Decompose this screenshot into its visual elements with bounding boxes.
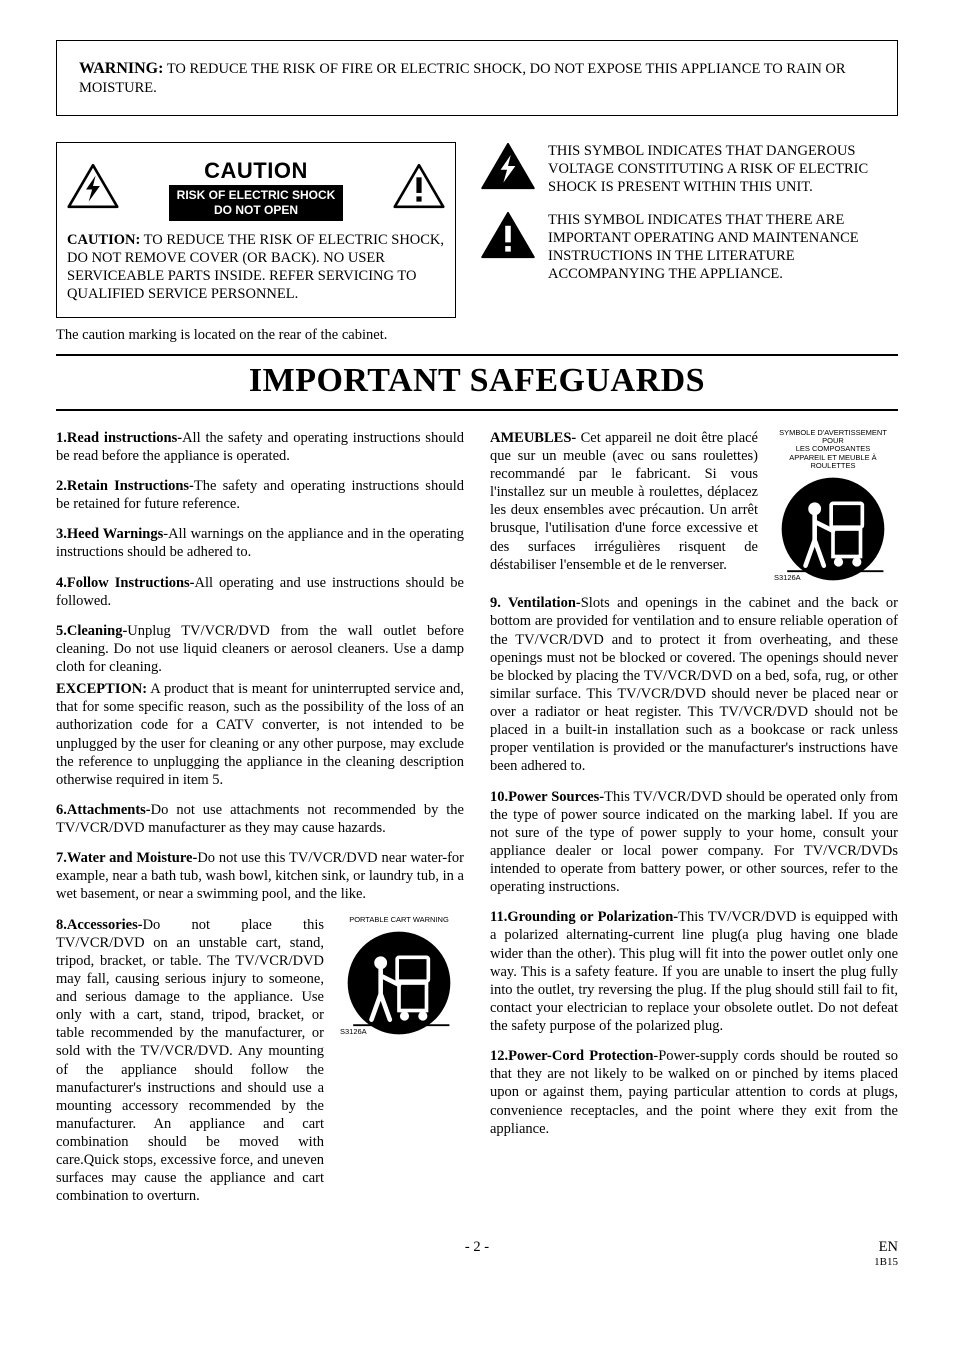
safeguard-item: 1.Read instructions-All the safety and o… — [56, 429, 464, 465]
portable-cart-figure-fr: SYMBOLE D'AVERTISSEMENT POUR LES COMPOSA… — [768, 429, 898, 583]
ameubles-block: AMEUBLES- Cet appareil ne doit être plac… — [490, 429, 898, 583]
warning-text: TO REDUCE THE RISK OF FIRE OR ELECTRIC S… — [79, 61, 846, 96]
portable-cart-figure: PORTABLE CART WARNING S3126A — [334, 916, 464, 1037]
caution-body: CAUTION: TO REDUCE THE RISK OF ELECTRIC … — [67, 231, 445, 304]
exclaim-triangle-solid-icon — [480, 211, 536, 264]
page-number: - 2 - — [465, 1238, 489, 1256]
bolt-triangle-solid-icon — [480, 142, 536, 195]
bolt-symbol-text: THIS SYMBOL INDICATES THAT DANGEROUS VOL… — [548, 142, 898, 196]
left-column: 1.Read instructions-All the safety and o… — [56, 429, 464, 1218]
safeguard-item: 7.Water and Moisture-Do not use this TV/… — [56, 849, 464, 903]
caution-and-symbols-row: CAUTION RISK OF ELECTRIC SHOCKDO NOT OPE… — [56, 142, 898, 344]
safeguard-item: 4.Follow Instructions-All operating and … — [56, 574, 464, 610]
exclaim-symbol-text: THIS SYMBOL INDICATES THAT THERE ARE IMP… — [548, 211, 898, 284]
bolt-triangle-icon — [67, 163, 119, 214]
symbol-legend: THIS SYMBOL INDICATES THAT DANGEROUS VOL… — [480, 142, 898, 344]
caution-block: CAUTION RISK OF ELECTRIC SHOCKDO NOT OPE… — [56, 142, 456, 344]
page-footer: - 2 - EN 1B15 — [56, 1238, 898, 1268]
safeguard-item: 8.Accessories-Do not place this TV/VCR/D… — [56, 916, 464, 1206]
caution-note: The caution marking is located on the re… — [56, 326, 456, 344]
caution-subtitle: RISK OF ELECTRIC SHOCKDO NOT OPEN — [169, 185, 344, 221]
page-headline: IMPORTANT SAFEGUARDS — [56, 354, 898, 411]
caution-box: CAUTION RISK OF ELECTRIC SHOCKDO NOT OPE… — [56, 142, 456, 318]
safeguard-item: 2.Retain Instructions-The safety and ope… — [56, 477, 464, 513]
safeguard-item: 11.Grounding or Polarization-This TV/VCR… — [490, 908, 898, 1035]
cart-warning-icon — [344, 928, 454, 1038]
caution-title: CAUTION — [127, 157, 385, 185]
safeguard-item: 9. Ventilation-Slots and openings in the… — [490, 594, 898, 775]
safeguard-item: 6.Attachments-Do not use attachments not… — [56, 801, 464, 837]
cart-warning-icon — [778, 474, 888, 584]
warning-label: WARNING: — [79, 60, 163, 77]
safeguard-item: 10.Power Sources-This TV/VCR/DVD should … — [490, 788, 898, 897]
safeguard-item: 5.Cleaning-Unplug TV/VCR/DVD from the wa… — [56, 622, 464, 789]
safeguards-columns: 1.Read instructions-All the safety and o… — [56, 429, 898, 1218]
doc-code: 1B15 — [874, 1256, 898, 1270]
safeguard-item: 12.Power-Cord Protection-Power-supply co… — [490, 1047, 898, 1138]
exclaim-triangle-icon — [393, 163, 445, 214]
language-code: EN — [879, 1238, 898, 1256]
safeguard-item: 3.Heed Warnings-All warnings on the appl… — [56, 525, 464, 561]
right-column: AMEUBLES- Cet appareil ne doit être plac… — [490, 429, 898, 1218]
warning-box: WARNING: TO REDUCE THE RISK OF FIRE OR E… — [56, 40, 898, 116]
